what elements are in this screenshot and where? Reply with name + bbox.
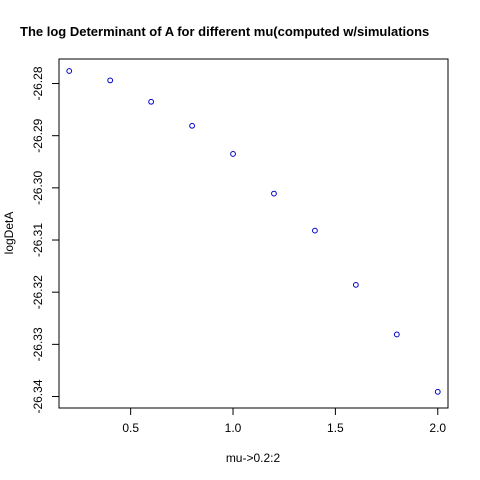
y-tick-label: -26.32 [31, 275, 45, 309]
chart-title: The log Determinant of A for different m… [20, 24, 429, 39]
x-tick-label: 1.0 [225, 421, 242, 435]
y-tick-label: -26.34 [31, 379, 45, 413]
data-point [353, 282, 358, 287]
data-point [190, 123, 195, 128]
y-axis: -26.34 -26.33 -26.32 -26.31 -26.30 -26.29 -26.… [31, 66, 59, 413]
data-point [313, 228, 318, 233]
data-point [272, 191, 277, 196]
data-point [149, 99, 154, 104]
data-point [67, 69, 72, 74]
data-points [67, 69, 440, 395]
x-tick-label: 1.5 [327, 421, 344, 435]
y-tick-label: -26.28 [31, 66, 45, 100]
x-tick-label: 0.5 [122, 421, 139, 435]
data-point [108, 78, 113, 83]
y-tick-label: -26.29 [31, 118, 45, 152]
data-point [435, 389, 440, 394]
y-tick-label: -26.33 [31, 327, 45, 361]
data-point [394, 332, 399, 337]
x-axis-label: mu->0.2:2 [226, 451, 281, 465]
x-tick-label: 2.0 [429, 421, 446, 435]
x-axis: 0.5 1.0 1.5 2.0 [122, 408, 446, 435]
y-tick-label: -26.30 [31, 171, 45, 205]
data-point [231, 152, 236, 157]
plot-frame [59, 59, 448, 408]
y-tick-label: -26.31 [31, 223, 45, 257]
y-axis-label: logDetA [2, 212, 16, 255]
